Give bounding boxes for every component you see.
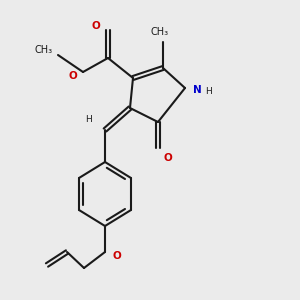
Text: N: N bbox=[193, 85, 201, 95]
Text: O: O bbox=[112, 251, 122, 261]
Text: H: H bbox=[206, 88, 212, 97]
Text: O: O bbox=[69, 71, 77, 81]
Text: CH₃: CH₃ bbox=[151, 27, 169, 37]
Text: CH₃: CH₃ bbox=[35, 45, 53, 55]
Text: O: O bbox=[92, 21, 100, 31]
Text: H: H bbox=[85, 116, 92, 124]
Text: O: O bbox=[164, 153, 172, 163]
